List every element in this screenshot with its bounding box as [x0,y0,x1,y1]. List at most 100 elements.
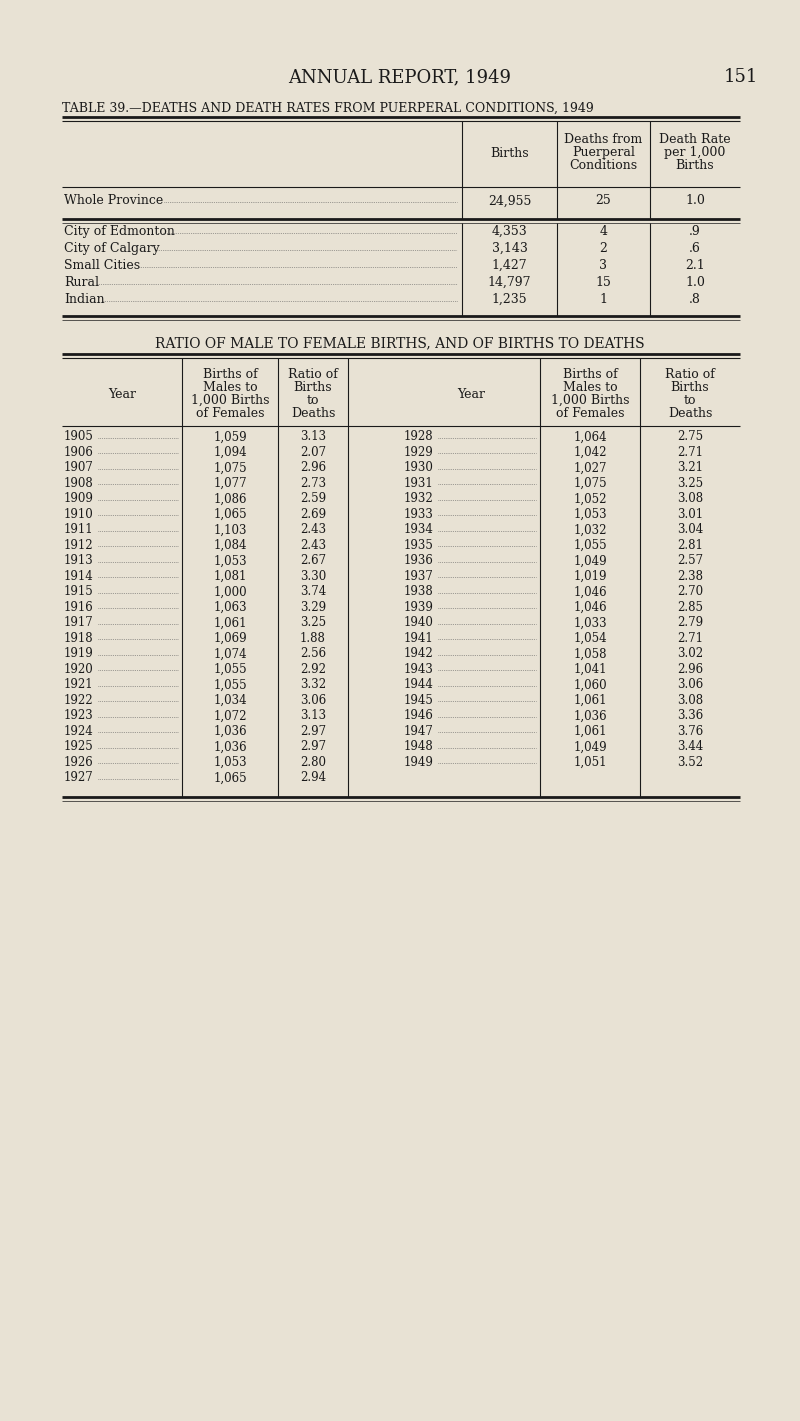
Text: 151: 151 [724,68,758,87]
Text: Ratio of: Ratio of [665,368,715,381]
Text: 1905: 1905 [64,431,94,443]
Text: 1,052: 1,052 [574,493,606,506]
Text: 1,033: 1,033 [573,617,607,630]
Text: 1910: 1910 [64,507,94,522]
Text: 1927: 1927 [64,772,94,784]
Text: 1943: 1943 [404,664,434,676]
Text: 1932: 1932 [404,493,434,506]
Text: 3,143: 3,143 [491,242,527,254]
Text: 1922: 1922 [64,693,94,708]
Text: 1,055: 1,055 [573,539,607,551]
Text: 1941: 1941 [404,632,434,645]
Text: 1,034: 1,034 [213,693,247,708]
Text: Births: Births [294,381,332,394]
Text: 2.59: 2.59 [300,493,326,506]
Text: .6: .6 [689,242,701,254]
Text: 3.04: 3.04 [677,523,703,537]
Text: Males to: Males to [202,381,258,394]
Text: 3.29: 3.29 [300,601,326,614]
Text: 1928: 1928 [404,431,434,443]
Text: Ratio of: Ratio of [288,368,338,381]
Text: 1,053: 1,053 [213,554,247,567]
Text: 1,094: 1,094 [213,446,247,459]
Text: 1914: 1914 [64,570,94,583]
Text: 2.73: 2.73 [300,477,326,490]
Text: 1909: 1909 [64,493,94,506]
Text: 1940: 1940 [404,617,434,630]
Text: 1919: 1919 [64,648,94,661]
Text: 1949: 1949 [404,756,434,769]
Text: 3.32: 3.32 [300,678,326,692]
Text: Death Rate: Death Rate [659,134,731,146]
Text: 2.75: 2.75 [677,431,703,443]
Text: 1945: 1945 [404,693,434,708]
Text: 1,019: 1,019 [574,570,606,583]
Text: of Females: of Females [556,406,624,421]
Text: 1931: 1931 [404,477,434,490]
Text: 1,053: 1,053 [213,756,247,769]
Text: 1908: 1908 [64,477,94,490]
Text: 1: 1 [599,293,607,306]
Text: 1907: 1907 [64,462,94,475]
Text: 1,049: 1,049 [573,740,607,753]
Text: 1,000: 1,000 [213,585,247,598]
Text: Small Cities: Small Cities [64,259,140,271]
Text: 1944: 1944 [404,678,434,692]
Text: 2.79: 2.79 [677,617,703,630]
Text: 1,000 Births: 1,000 Births [190,394,270,406]
Text: 1936: 1936 [404,554,434,567]
Text: 2.80: 2.80 [300,756,326,769]
Text: 1,051: 1,051 [574,756,606,769]
Text: 1.88: 1.88 [300,632,326,645]
Text: Births: Births [670,381,710,394]
Text: 3.02: 3.02 [677,648,703,661]
Text: 2.94: 2.94 [300,772,326,784]
Text: Births: Births [676,159,714,172]
Text: Births: Births [490,146,529,161]
Text: 1,235: 1,235 [492,293,527,306]
Text: 3.74: 3.74 [300,585,326,598]
Text: 1929: 1929 [404,446,434,459]
Text: 3.52: 3.52 [677,756,703,769]
Text: 1,027: 1,027 [574,462,606,475]
Text: 3.08: 3.08 [677,693,703,708]
Text: 1920: 1920 [64,664,94,676]
Text: 2.43: 2.43 [300,523,326,537]
Text: per 1,000: per 1,000 [664,146,726,159]
Text: 1,077: 1,077 [213,477,247,490]
Text: 2.96: 2.96 [300,462,326,475]
Text: 1,075: 1,075 [573,477,607,490]
Text: 1948: 1948 [404,740,434,753]
Text: 2.67: 2.67 [300,554,326,567]
Text: 2.07: 2.07 [300,446,326,459]
Text: 3.21: 3.21 [677,462,703,475]
Text: 3.44: 3.44 [677,740,703,753]
Text: 1924: 1924 [64,725,94,737]
Text: 3.36: 3.36 [677,709,703,722]
Text: 1,069: 1,069 [213,632,247,645]
Text: 2.97: 2.97 [300,725,326,737]
Text: 2.57: 2.57 [677,554,703,567]
Text: 1913: 1913 [64,554,94,567]
Text: 2.1: 2.1 [685,259,705,271]
Text: 3.13: 3.13 [300,709,326,722]
Text: 3: 3 [599,259,607,271]
Text: Indian: Indian [64,293,105,306]
Text: 1,059: 1,059 [213,431,247,443]
Text: 1,081: 1,081 [214,570,246,583]
Text: 3.30: 3.30 [300,570,326,583]
Text: 1,053: 1,053 [573,507,607,522]
Text: 1915: 1915 [64,585,94,598]
Text: 1939: 1939 [404,601,434,614]
Text: 1921: 1921 [64,678,94,692]
Text: 2.96: 2.96 [677,664,703,676]
Text: 2.81: 2.81 [677,539,703,551]
Text: 1,036: 1,036 [213,740,247,753]
Text: 1,055: 1,055 [213,664,247,676]
Text: ANNUAL REPORT, 1949: ANNUAL REPORT, 1949 [289,68,511,87]
Text: Deaths: Deaths [291,406,335,421]
Text: 3.25: 3.25 [300,617,326,630]
Text: 1,086: 1,086 [214,493,246,506]
Text: 2.92: 2.92 [300,664,326,676]
Text: 3.06: 3.06 [677,678,703,692]
